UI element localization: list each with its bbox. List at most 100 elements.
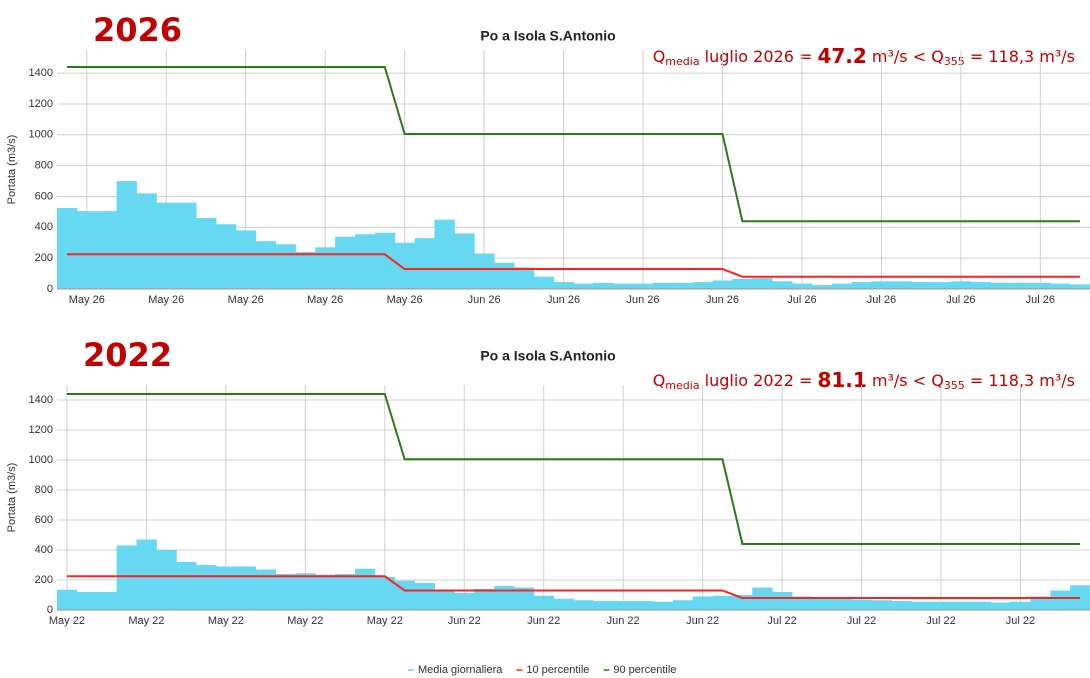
x-tick-label: May 22 bbox=[128, 615, 164, 627]
y-tick-label: 1400 bbox=[29, 67, 53, 79]
bar bbox=[553, 598, 574, 610]
bar bbox=[613, 283, 634, 289]
bar bbox=[831, 283, 853, 289]
bar bbox=[692, 596, 714, 610]
bar bbox=[136, 539, 157, 610]
x-tick-label: May 22 bbox=[208, 615, 244, 627]
bar bbox=[1050, 590, 1071, 610]
bar bbox=[275, 244, 296, 289]
bar bbox=[752, 278, 773, 289]
x-tick-label: May 26 bbox=[387, 294, 423, 306]
x-tick-label: Jul 26 bbox=[787, 294, 816, 306]
bar bbox=[851, 282, 872, 289]
annotation-q: Q bbox=[653, 47, 666, 66]
x-tick-label: Jun 26 bbox=[627, 294, 660, 306]
bar bbox=[414, 238, 435, 289]
x-tick-label: May 22 bbox=[49, 615, 85, 627]
bar bbox=[374, 232, 396, 289]
x-tick-label: May 26 bbox=[148, 294, 184, 306]
x-tick-label: Jun 22 bbox=[448, 615, 481, 627]
bar bbox=[792, 596, 813, 610]
y-tick-label: 1000 bbox=[29, 454, 53, 466]
x-tick-label: Jun 22 bbox=[607, 615, 640, 627]
bar bbox=[772, 281, 793, 289]
bar bbox=[354, 568, 376, 610]
annotation-text: luglio 2022 = bbox=[700, 371, 818, 390]
bar bbox=[315, 247, 336, 289]
chart-title: Po a Isola S.Antonio bbox=[480, 28, 615, 44]
bar bbox=[494, 262, 515, 289]
bar bbox=[454, 233, 475, 289]
annotation-q: Q bbox=[653, 371, 666, 390]
bar bbox=[1070, 284, 1090, 289]
bar bbox=[374, 577, 396, 610]
y-axis-label: Portata (m3/s) bbox=[6, 135, 18, 205]
x-tick-label: Jun 26 bbox=[706, 294, 739, 306]
y-tick-label: 800 bbox=[35, 484, 53, 496]
bar bbox=[613, 601, 634, 610]
bar bbox=[970, 282, 992, 289]
y-tick-label: 1200 bbox=[29, 424, 53, 436]
annotation-text: luglio 2026 = bbox=[700, 47, 818, 66]
bar bbox=[513, 267, 535, 289]
y-tick-label: 1000 bbox=[29, 129, 53, 141]
bar bbox=[652, 601, 674, 610]
x-tick-label: May 26 bbox=[228, 294, 264, 306]
annotation-tail: = 118,3 m³/s bbox=[965, 371, 1075, 390]
bar bbox=[57, 589, 78, 610]
bar bbox=[335, 574, 356, 610]
bar bbox=[593, 282, 614, 289]
x-tick-label: Jul 22 bbox=[926, 615, 955, 627]
y-axis-label: Portata (m3/s) bbox=[6, 463, 18, 533]
bar bbox=[295, 251, 316, 289]
bar bbox=[990, 602, 1012, 610]
bar bbox=[573, 283, 594, 289]
bar bbox=[633, 601, 654, 610]
line bbox=[66, 66, 1081, 223]
bar bbox=[76, 592, 98, 610]
bar bbox=[215, 224, 237, 289]
x-tick-label: Jun 22 bbox=[686, 615, 719, 627]
bar bbox=[772, 592, 793, 610]
x-tick-label: Jul 22 bbox=[1006, 615, 1035, 627]
bar bbox=[1010, 601, 1031, 610]
y-tick-label: 200 bbox=[35, 574, 53, 586]
legend-label: 10 percentile bbox=[526, 664, 589, 676]
chart-title: Po a Isola S.Antonio bbox=[480, 348, 615, 364]
y-tick-label: 0 bbox=[47, 604, 53, 616]
bar bbox=[434, 590, 455, 610]
line bbox=[66, 575, 1081, 599]
bar bbox=[96, 592, 118, 610]
bar bbox=[136, 193, 157, 289]
bar bbox=[235, 230, 257, 289]
bar bbox=[454, 592, 475, 610]
line bbox=[66, 393, 1081, 545]
bar bbox=[911, 282, 932, 289]
bar bbox=[156, 550, 177, 610]
bar bbox=[652, 282, 674, 289]
bar bbox=[593, 601, 614, 610]
x-tick-label: Jun 22 bbox=[527, 615, 560, 627]
y-tick-label: 1400 bbox=[29, 394, 53, 406]
bar bbox=[176, 202, 197, 289]
x-tick-label: May 22 bbox=[367, 615, 403, 627]
legend-label: 90 percentile bbox=[613, 664, 676, 676]
bar bbox=[196, 565, 217, 610]
bar bbox=[394, 242, 416, 289]
annotation: Qmedia luglio 2026 = 47.2 m³/s < Q355 = … bbox=[653, 44, 1075, 69]
bar bbox=[434, 219, 455, 289]
x-tick-label: Jul 26 bbox=[1026, 294, 1055, 306]
bar bbox=[573, 600, 594, 610]
bar bbox=[792, 283, 813, 289]
bar bbox=[96, 211, 118, 289]
bar bbox=[990, 282, 1012, 289]
bar bbox=[633, 283, 654, 289]
bar bbox=[533, 276, 555, 289]
bar bbox=[970, 601, 992, 610]
bar bbox=[1010, 282, 1031, 289]
annotation-tail: = 118,3 m³/s bbox=[965, 47, 1075, 66]
annotation-sub: 355 bbox=[944, 379, 965, 392]
y-tick-label: 0 bbox=[47, 283, 53, 295]
y-tick-label: 600 bbox=[35, 190, 53, 202]
